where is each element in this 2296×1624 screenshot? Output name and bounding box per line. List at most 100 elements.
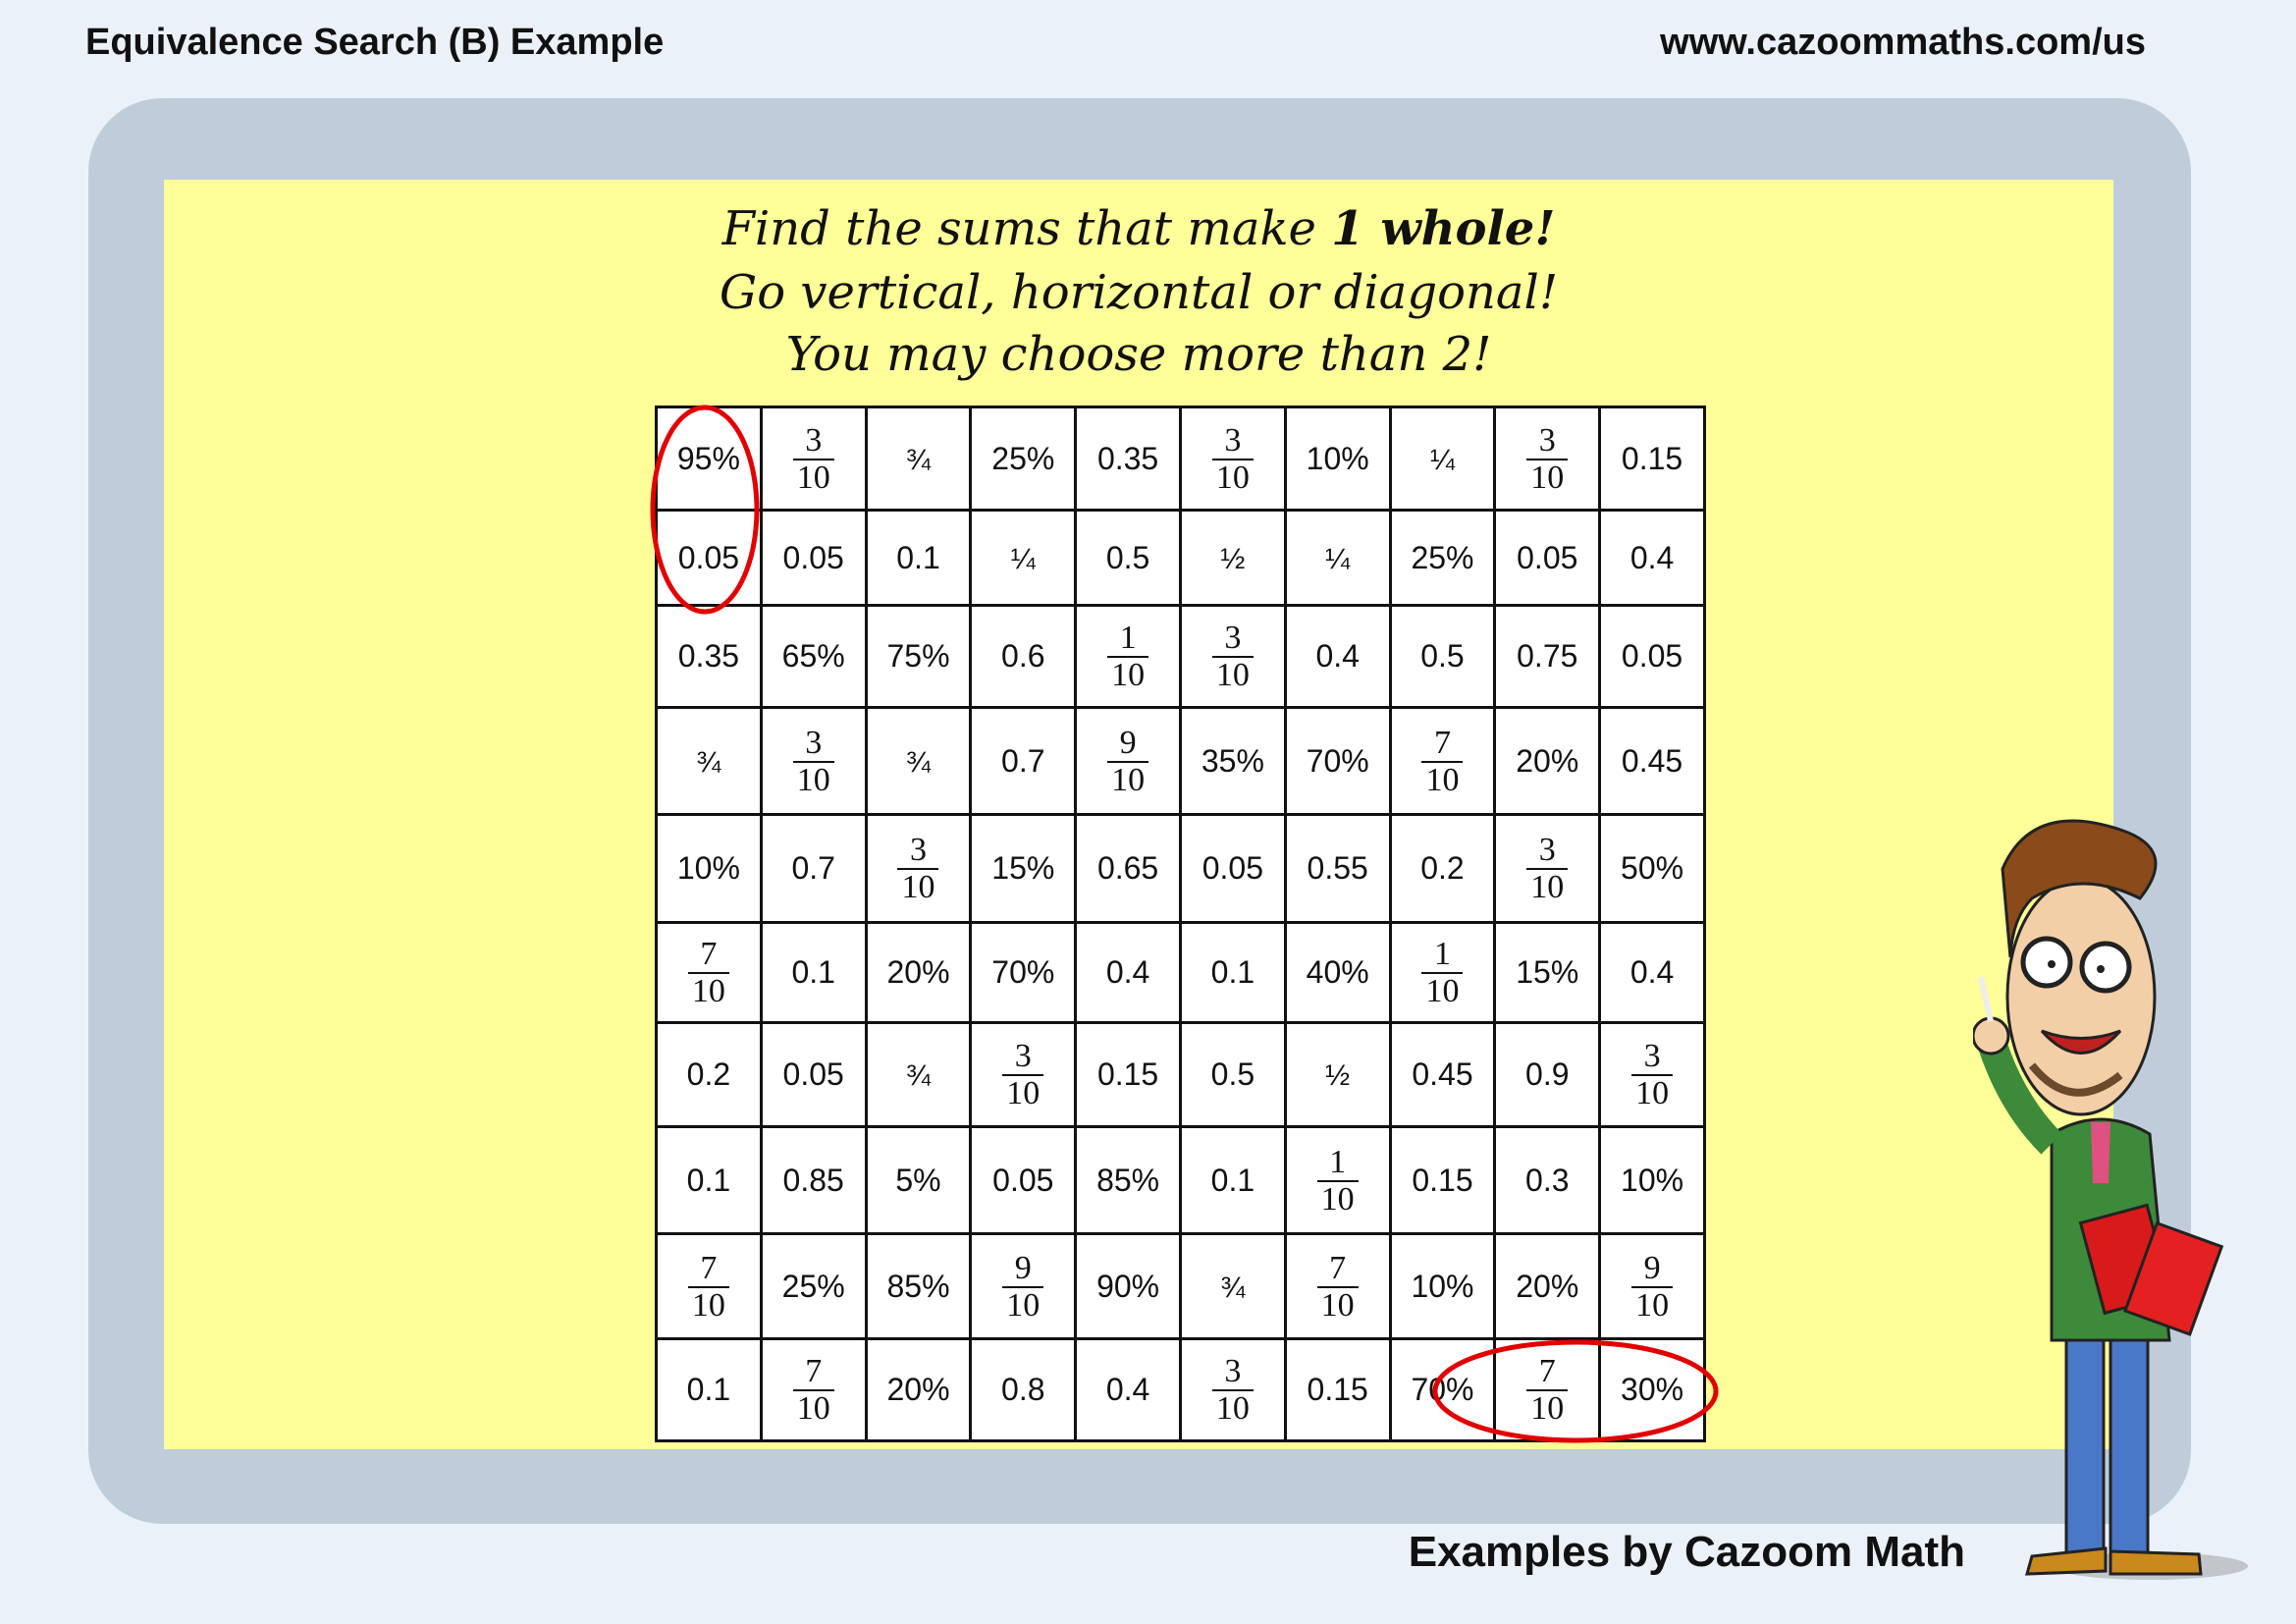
grid-cell[interactable]: 7 10 <box>655 921 763 1024</box>
grid-cell[interactable]: ¾ <box>1178 1232 1287 1340</box>
grid-cell[interactable]: 0.4 <box>1598 921 1706 1024</box>
grid-cell[interactable]: 1 10 <box>1388 921 1497 1024</box>
grid-cell[interactable]: 0.05 <box>1178 813 1287 924</box>
grid-cell[interactable]: 95% <box>655 406 763 512</box>
grid-cell[interactable]: ½ <box>1283 1021 1392 1128</box>
grid-cell[interactable]: 40% <box>1283 921 1392 1024</box>
grid-cell[interactable]: 1 10 <box>1074 604 1182 709</box>
grid-cell[interactable]: ¼ <box>1283 509 1392 607</box>
grid-cell[interactable]: 50% <box>1598 813 1706 924</box>
grid-cell[interactable]: 70% <box>1388 1337 1497 1442</box>
grid-cell[interactable]: 9 10 <box>969 1232 1078 1340</box>
grid-cell[interactable]: 0.05 <box>759 509 868 607</box>
grid-cell[interactable]: 0.45 <box>1598 706 1706 816</box>
grid-cell[interactable]: 0.1 <box>759 921 868 1024</box>
grid-cell[interactable]: 75% <box>864 604 973 709</box>
grid-cell[interactable]: 20% <box>864 921 973 1024</box>
grid-cell[interactable]: 0.5 <box>1388 604 1497 709</box>
grid-cell[interactable]: 65% <box>759 604 868 709</box>
grid-cell[interactable]: ¾ <box>864 406 973 512</box>
grid-cell[interactable]: 0.6 <box>969 604 1078 709</box>
grid-cell[interactable]: 0.4 <box>1074 1337 1182 1442</box>
grid-cell[interactable]: ¾ <box>655 706 763 816</box>
grid-cell[interactable]: 85% <box>1074 1125 1182 1235</box>
grid-cell[interactable]: 90% <box>1074 1232 1182 1340</box>
grid-cell[interactable]: 20% <box>1493 706 1602 816</box>
grid-cell[interactable]: ¼ <box>969 509 1078 607</box>
grid-cell[interactable]: 3 10 <box>1178 604 1287 709</box>
grid-cell[interactable]: 10% <box>655 813 763 924</box>
grid-cell[interactable]: 0.2 <box>655 1021 763 1128</box>
grid-cell[interactable]: 0.35 <box>1074 406 1182 512</box>
grid-cell[interactable]: 7 10 <box>1283 1232 1392 1340</box>
grid-cell[interactable]: 0.05 <box>1598 604 1706 709</box>
grid-cell[interactable]: 3 10 <box>1178 406 1287 512</box>
grid-cell[interactable]: 0.15 <box>1074 1021 1182 1128</box>
grid-cell[interactable]: 3 10 <box>1178 1337 1287 1442</box>
grid-cell[interactable]: 3 10 <box>1493 813 1602 924</box>
grid-cell[interactable]: 0.1 <box>1178 921 1287 1024</box>
grid-cell[interactable]: 3 10 <box>969 1021 1078 1128</box>
grid-cell[interactable]: 9 10 <box>1598 1232 1706 1340</box>
website-link[interactable]: www.cazoommaths.com/us <box>1660 22 2146 63</box>
grid-cell[interactable]: 0.85 <box>759 1125 868 1235</box>
grid-cell[interactable]: 0.9 <box>1493 1021 1602 1128</box>
grid-cell[interactable]: 0.2 <box>1388 813 1497 924</box>
grid-cell[interactable]: 7 10 <box>1388 706 1497 816</box>
grid-cell[interactable]: 7 10 <box>759 1337 868 1442</box>
grid-cell[interactable]: 3 10 <box>1598 1021 1706 1128</box>
grid-cell[interactable]: 0.15 <box>1283 1337 1392 1442</box>
grid-cell[interactable]: 70% <box>1283 706 1392 816</box>
grid-cell[interactable]: 0.15 <box>1388 1125 1497 1235</box>
grid-cell[interactable]: 0.4 <box>1074 921 1182 1024</box>
grid-cell[interactable]: 25% <box>759 1232 868 1340</box>
grid-cell[interactable]: 85% <box>864 1232 973 1340</box>
grid-cell[interactable]: 25% <box>969 406 1078 512</box>
grid-cell[interactable]: 3 10 <box>759 406 868 512</box>
grid-cell[interactable]: 0.65 <box>1074 813 1182 924</box>
grid-cell[interactable]: 0.7 <box>969 706 1078 816</box>
grid-cell[interactable]: 30% <box>1598 1337 1706 1442</box>
grid-cell[interactable]: 0.75 <box>1493 604 1602 709</box>
grid-cell[interactable]: 3 10 <box>759 706 868 816</box>
grid-cell[interactable]: 15% <box>1493 921 1602 1024</box>
grid-cell[interactable]: ¼ <box>1388 406 1497 512</box>
grid-cell[interactable]: 0.35 <box>655 604 763 709</box>
grid-cell[interactable]: 7 10 <box>1493 1337 1602 1442</box>
grid-cell[interactable]: 0.7 <box>759 813 868 924</box>
grid-cell[interactable]: 0.1 <box>1178 1125 1287 1235</box>
grid-cell[interactable]: 9 10 <box>1074 706 1182 816</box>
grid-cell[interactable]: 0.5 <box>1074 509 1182 607</box>
grid-cell[interactable]: 0.15 <box>1598 406 1706 512</box>
grid-cell[interactable]: 35% <box>1178 706 1287 816</box>
grid-cell[interactable]: 0.05 <box>655 509 763 607</box>
grid-cell[interactable]: 0.4 <box>1283 604 1392 709</box>
grid-cell[interactable]: 0.05 <box>1493 509 1602 607</box>
grid-cell[interactable]: 15% <box>969 813 1078 924</box>
grid-cell[interactable]: 3 10 <box>1493 406 1602 512</box>
grid-cell[interactable]: 0.05 <box>759 1021 868 1128</box>
grid-cell[interactable]: 70% <box>969 921 1078 1024</box>
grid-cell[interactable]: 0.45 <box>1388 1021 1497 1128</box>
grid-cell[interactable]: 0.1 <box>655 1125 763 1235</box>
grid-cell[interactable]: 7 10 <box>655 1232 763 1340</box>
grid-cell[interactable]: 5% <box>864 1125 973 1235</box>
grid-cell[interactable]: 0.3 <box>1493 1125 1602 1235</box>
grid-cell[interactable]: 0.55 <box>1283 813 1392 924</box>
grid-cell[interactable]: 10% <box>1283 406 1392 512</box>
grid-cell[interactable]: ½ <box>1178 509 1287 607</box>
grid-cell[interactable]: 25% <box>1388 509 1497 607</box>
grid-cell[interactable]: 10% <box>1388 1232 1497 1340</box>
grid-cell[interactable]: 0.5 <box>1178 1021 1287 1128</box>
grid-cell[interactable]: 20% <box>1493 1232 1602 1340</box>
grid-cell[interactable]: 0.1 <box>864 509 973 607</box>
grid-cell[interactable]: ¾ <box>864 706 973 816</box>
grid-cell[interactable]: 3 10 <box>864 813 973 924</box>
grid-cell[interactable]: 0.05 <box>969 1125 1078 1235</box>
grid-cell[interactable]: ¾ <box>864 1021 973 1128</box>
grid-cell[interactable]: 1 10 <box>1283 1125 1392 1235</box>
grid-cell[interactable]: 0.8 <box>969 1337 1078 1442</box>
grid-cell[interactable]: 20% <box>864 1337 973 1442</box>
grid-cell[interactable]: 0.4 <box>1598 509 1706 607</box>
grid-cell[interactable]: 0.1 <box>655 1337 763 1442</box>
